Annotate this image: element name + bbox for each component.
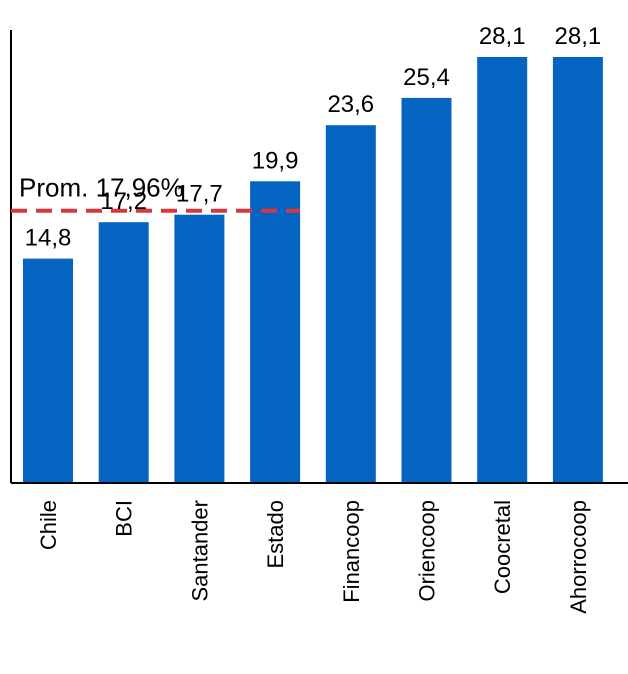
value-label-bci: 17,2 (100, 188, 147, 215)
value-label-santander: 17,7 (176, 181, 223, 208)
bar-estado (250, 181, 301, 484)
category-label-santander: Santander (187, 500, 212, 602)
category-label-estado: Estado (263, 500, 288, 569)
category-label-oriencoop: Oriencoop (415, 500, 440, 602)
value-label-chile: 14,8 (25, 225, 72, 252)
category-label-coocretal: Coocretal (490, 500, 515, 594)
category-labels: Chile BCI Santander Estado Financoop Oriencoo… (36, 500, 591, 614)
bars (23, 57, 603, 484)
category-label-bci: BCI (112, 500, 137, 537)
bar-coocretal (477, 57, 528, 483)
category-label-financoop: Financoop (339, 500, 364, 603)
value-label-coocretal: 28,1 (479, 23, 526, 50)
value-label-financoop: 23,6 (327, 91, 374, 118)
category-label-ahorrocoop: Ahorrocoop (566, 500, 591, 614)
value-label-oriencoop: 25,4 (403, 64, 450, 91)
bar-santander (174, 214, 225, 483)
value-label-estado: 19,9 (252, 147, 299, 174)
bar-financoop (325, 125, 376, 483)
average-reference-label: Prom. 17,96% (19, 173, 184, 203)
value-labels: 14,8 17,2 17,7 19,9 23,6 25,4 28,1 28,1 (25, 23, 602, 252)
category-label-chile: Chile (36, 500, 61, 550)
bar-ahorrocoop (552, 57, 603, 483)
bar-oriencoop (401, 97, 452, 484)
bar-bci (98, 222, 149, 483)
bar-chile (23, 258, 73, 483)
value-label-ahorrocoop: 28,1 (555, 23, 602, 50)
